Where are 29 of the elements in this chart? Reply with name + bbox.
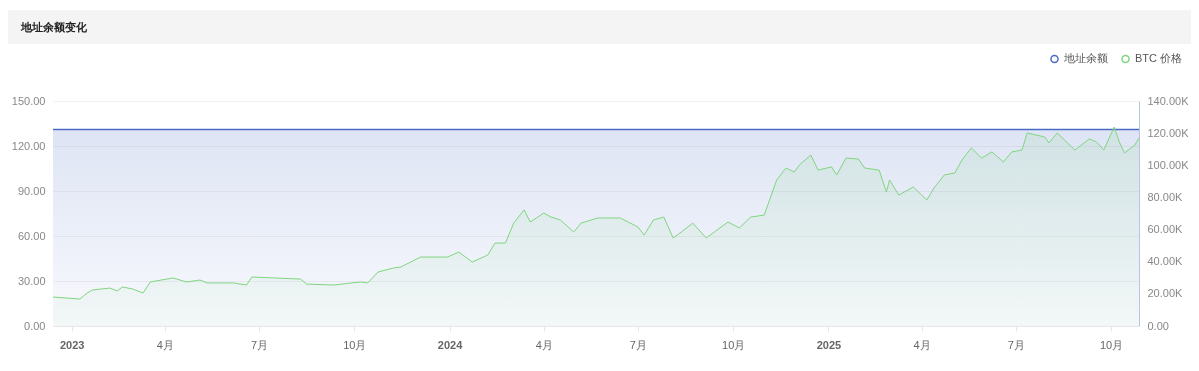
x-tick-label: 10月 (343, 338, 367, 351)
x-tick-label: 2024 (437, 338, 464, 351)
chart-title: 地址余额变化 (21, 20, 87, 35)
x-tick-label: 10月 (1099, 338, 1124, 351)
legend-label: 地址余额 (1063, 51, 1108, 64)
y-tick-label: 0.00 (24, 319, 46, 332)
y2-tick-label: 60.00K (1147, 223, 1184, 236)
y2-tick-label: 80.00K (1147, 190, 1184, 203)
y-tick-label: 90.00 (17, 184, 46, 197)
x-tick-label: 4月 (913, 338, 931, 351)
x-tick-label: 2025 (816, 338, 842, 351)
y2-tick-label: 40.00K (1147, 255, 1184, 268)
y-tick-label: 30.00 (17, 274, 46, 287)
y-tick-label: 60.00 (17, 229, 46, 242)
y2-tick-label: 120.00K (1147, 126, 1190, 139)
y2-tick-label: 0.00 (1147, 319, 1169, 332)
x-tick-label: 7月 (629, 338, 647, 351)
x-tick-label: 7月 (1007, 338, 1025, 351)
y-tick-label: 120.00 (11, 139, 46, 152)
y2-tick-label: 140.00K (1147, 94, 1190, 107)
y2-tick-label: 20.00K (1147, 287, 1184, 300)
y2-tick-label: 100.00K (1147, 158, 1190, 171)
x-tick-label: 2023 (59, 338, 85, 351)
x-tick-label: 7月 (250, 338, 269, 351)
legend-label: BTC 价格 (1135, 51, 1183, 64)
y-tick-label: 150.00 (11, 94, 46, 107)
x-tick-label: 10月 (722, 338, 746, 351)
x-tick-label: 4月 (156, 338, 174, 351)
x-tick-label: 4月 (535, 338, 553, 351)
